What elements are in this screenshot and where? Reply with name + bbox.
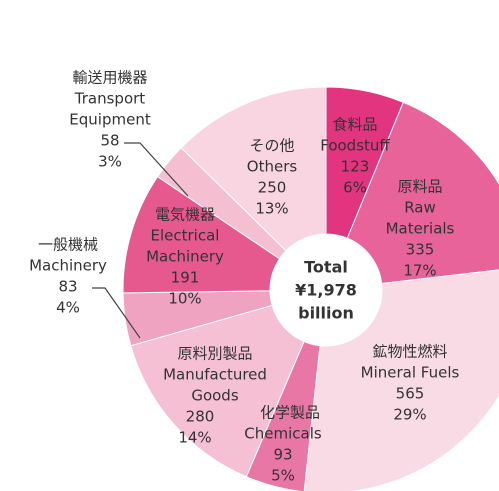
slice-label: Mineral Fuels xyxy=(361,364,460,382)
slice-label: Materials xyxy=(386,220,455,238)
slice-label: 29% xyxy=(393,406,426,424)
slice-label: 電気機器 xyxy=(155,206,215,224)
slice-label: 化学製品 xyxy=(260,404,320,422)
slice-label: 5% xyxy=(271,467,295,485)
slice-label: 3% xyxy=(98,153,122,171)
slice-label: 250 xyxy=(258,179,287,197)
slice-label: 191 xyxy=(171,269,200,287)
slice-label: 93 xyxy=(273,446,292,464)
donut-hole xyxy=(270,234,382,346)
slice-label: 565 xyxy=(396,385,425,403)
slice-label: Raw xyxy=(404,199,436,217)
slice-label: 335 xyxy=(406,241,435,259)
slice-label: 4% xyxy=(56,299,80,317)
leader-line xyxy=(124,142,189,197)
slice-label: Others xyxy=(247,158,298,176)
slice-label: Machinery xyxy=(146,248,224,266)
slice-label: 食料品 xyxy=(332,116,377,134)
slice-label: 一般機械 xyxy=(38,236,98,254)
slice-label: 原料品 xyxy=(397,178,442,196)
slice-label: Equipment xyxy=(69,111,151,129)
slice-label: 輸送用機器 xyxy=(72,69,147,87)
slice-label: 13% xyxy=(255,200,288,218)
slice-label: 10% xyxy=(168,290,201,308)
slice-label: Electrical xyxy=(151,227,220,245)
slice-label: 83 xyxy=(58,278,77,296)
slice-label: 123 xyxy=(341,158,370,176)
slice-label: Foodstuff xyxy=(320,137,390,155)
center-label: ¥1,978 xyxy=(295,281,357,300)
slice-label: 原料別製品 xyxy=(177,345,252,363)
slice-label: Transport xyxy=(74,90,146,108)
donut-segment xyxy=(130,304,305,478)
slice-label: Goods xyxy=(191,387,238,405)
center-label: billion xyxy=(298,304,354,323)
leader-line xyxy=(92,287,141,339)
slice-label: 17% xyxy=(403,262,436,280)
slice-label: 6% xyxy=(343,179,367,197)
slice-label: 58 xyxy=(100,132,119,150)
slice-label: 280 xyxy=(186,408,215,426)
slice-label: Machinery xyxy=(29,257,107,275)
slice-label: 14% xyxy=(178,429,211,447)
slice-label: Chemicals xyxy=(244,425,322,443)
donut-segment xyxy=(303,269,499,491)
slice-label: 鉱物性燃料 xyxy=(372,343,447,361)
slice-label: その他 xyxy=(249,137,294,155)
slice-label: Manufactured xyxy=(163,366,267,384)
center-label: Total xyxy=(304,258,348,277)
